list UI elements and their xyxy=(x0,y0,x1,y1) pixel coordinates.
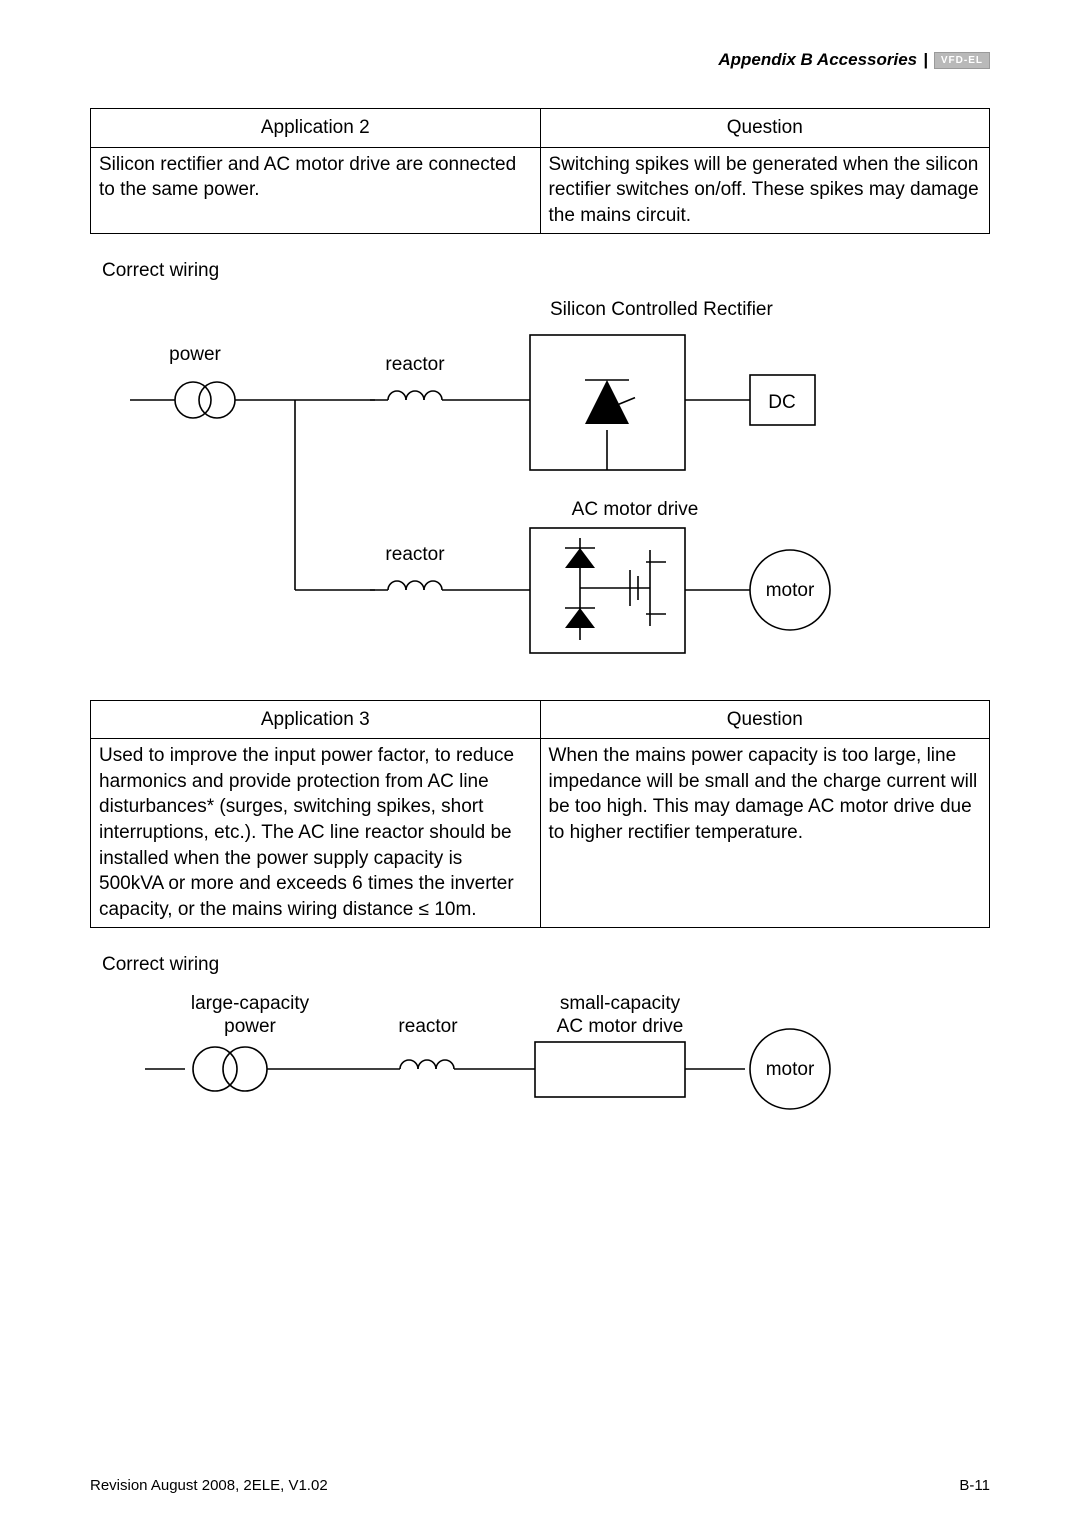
app3-col1-header: Application 3 xyxy=(91,700,541,739)
svg-text:large-capacity: large-capacity xyxy=(191,993,310,1014)
svg-text:reactor: reactor xyxy=(398,1016,458,1037)
svg-text:motor: motor xyxy=(766,1059,815,1080)
svg-text:small-capacity: small-capacity xyxy=(560,993,681,1014)
app2-col1-header: Application 2 xyxy=(91,109,541,148)
app2-col2-body: Switching spikes will be generated when … xyxy=(540,147,990,233)
header-separator: | xyxy=(923,50,928,70)
svg-text:reactor: reactor xyxy=(385,544,445,565)
app3-col2-header: Question xyxy=(540,700,990,739)
app3-col2-body: When the mains power capacity is too lar… xyxy=(540,739,990,927)
svg-text:AC motor drive: AC motor drive xyxy=(572,499,699,520)
application2-table: Application 2 Question Silicon rectifier… xyxy=(90,108,990,234)
svg-text:Silicon Controlled Rectifier: Silicon Controlled Rectifier xyxy=(550,299,773,320)
svg-text:AC motor drive: AC motor drive xyxy=(557,1016,684,1037)
app3-col1-body: Used to improve the input power factor, … xyxy=(91,739,541,927)
app2-col1-body: Silicon rectifier and AC motor drive are… xyxy=(91,147,541,233)
page-footer: Revision August 2008, 2ELE, V1.02 B-11 xyxy=(90,1477,990,1494)
footer-left: Revision August 2008, 2ELE, V1.02 xyxy=(90,1477,328,1494)
app2-col2-header: Question xyxy=(540,109,990,148)
correct-wiring-label-1: Correct wiring xyxy=(102,260,990,282)
correct-wiring-label-2: Correct wiring xyxy=(102,954,990,976)
footer-right: B-11 xyxy=(959,1477,990,1494)
header-title: Appendix B Accessories xyxy=(718,50,917,70)
page-header: Appendix B Accessories | VFD-EL xyxy=(90,50,990,70)
diagram-2: large-capacitypower reactor small-capacity… xyxy=(90,984,990,1134)
header-logo: VFD-EL xyxy=(934,52,990,69)
svg-text:power: power xyxy=(224,1016,276,1037)
svg-text:motor: motor xyxy=(766,580,815,601)
diagram-1: Silicon Controlled Rectifier power reactor… xyxy=(90,290,990,670)
svg-text:power: power xyxy=(169,344,221,365)
svg-text:DC: DC xyxy=(768,392,795,413)
application3-table: Application 3 Question Used to improve t… xyxy=(90,700,990,928)
svg-text:reactor: reactor xyxy=(385,354,445,375)
